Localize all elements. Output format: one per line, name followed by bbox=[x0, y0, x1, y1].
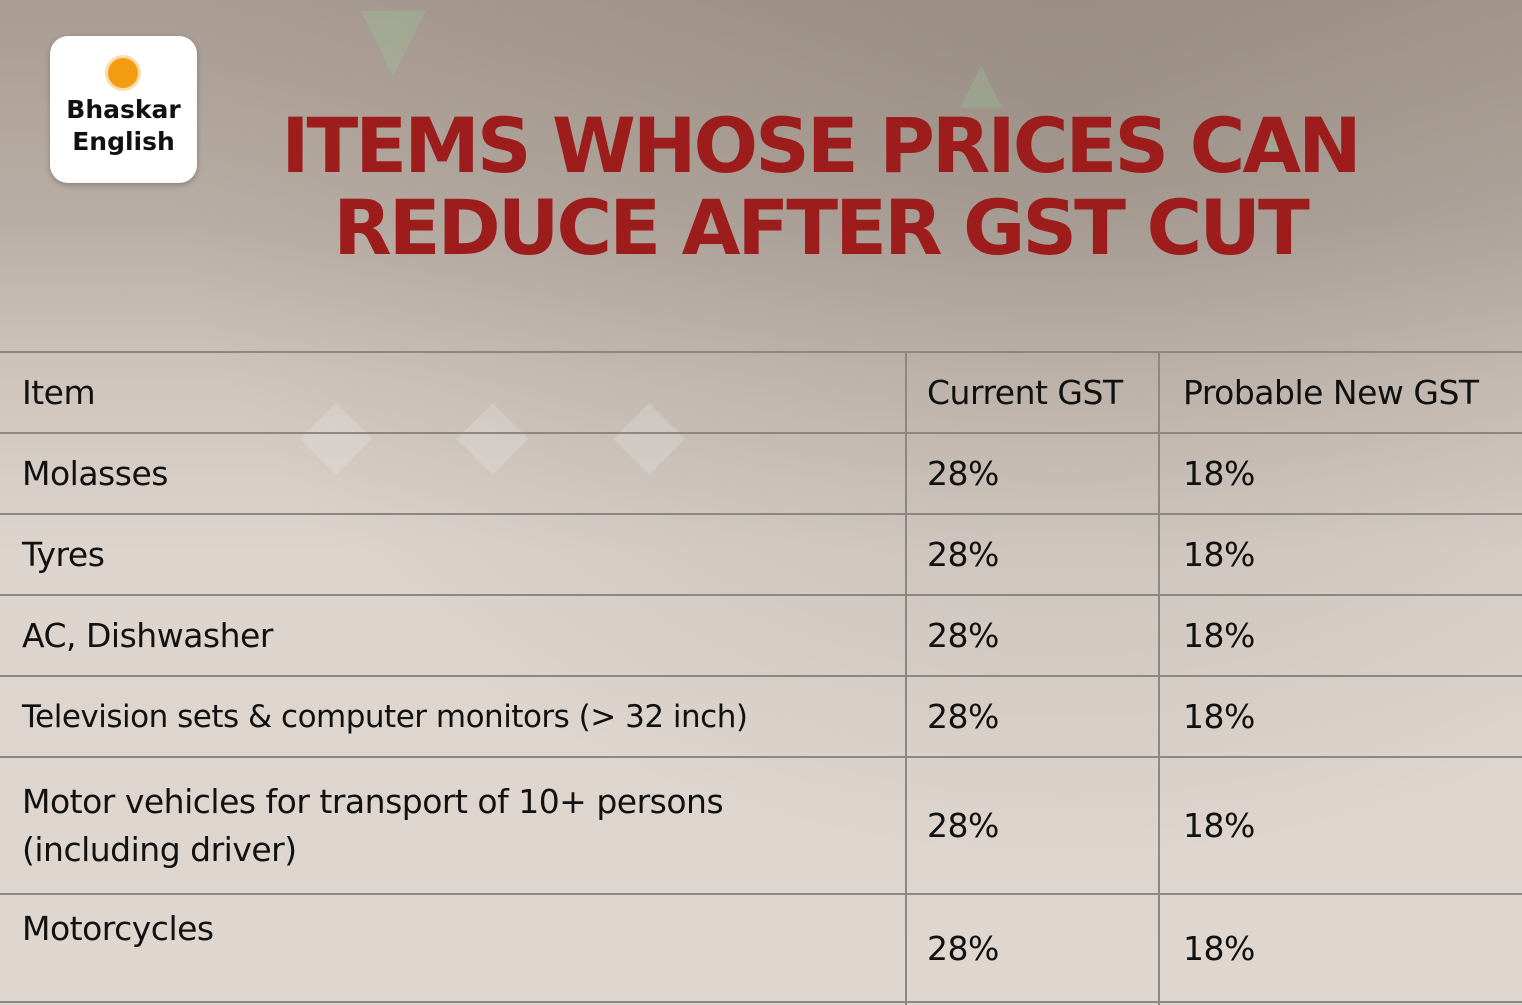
item-line: Motor vehicles for transport of 10+ pers… bbox=[22, 782, 724, 821]
column-divider bbox=[1158, 353, 1160, 1005]
new-gst-cell: 18% bbox=[1183, 806, 1255, 845]
table-header-row: Item Current GST Probable New GST bbox=[0, 353, 1522, 434]
new-gst-cell: 18% bbox=[1183, 454, 1255, 493]
item-cell: Tyres bbox=[22, 535, 105, 574]
gst-table: Item Current GST Probable New GST Molass… bbox=[0, 351, 1522, 1005]
new-gst-cell: 18% bbox=[1183, 928, 1255, 968]
header-item: Item bbox=[22, 373, 96, 412]
current-gst-cell: 28% bbox=[927, 535, 999, 574]
ticker-decoration: ▲ bbox=[960, 40, 1009, 122]
current-gst-cell: 28% bbox=[927, 697, 999, 736]
table-row: AC, Dishwasher 28% 18% bbox=[0, 596, 1522, 677]
brand-name-line2: English bbox=[72, 127, 175, 156]
page-title: ITEMS WHOSE PRICES CAN REDUCE AFTER GST … bbox=[230, 105, 1410, 269]
table-row: Motorcycles 28% 18% bbox=[0, 895, 1522, 1003]
title-line1: ITEMS WHOSE PRICES CAN bbox=[281, 101, 1362, 190]
new-gst-cell: 18% bbox=[1183, 535, 1255, 574]
item-cell: Motor vehicles for transport of 10+ pers… bbox=[22, 758, 902, 893]
header-new-gst: Probable New GST bbox=[1183, 373, 1479, 412]
table-row: Motor vehicles for transport of 10+ pers… bbox=[0, 758, 1522, 895]
new-gst-cell: 18% bbox=[1183, 697, 1255, 736]
current-gst-cell: 28% bbox=[927, 928, 999, 968]
table-row: Tyres 28% 18% bbox=[0, 515, 1522, 596]
item-cell: AC, Dishwasher bbox=[22, 616, 273, 655]
current-gst-cell: 28% bbox=[927, 616, 999, 655]
current-gst-cell: 28% bbox=[927, 806, 999, 845]
brand-logo: Bhaskar English bbox=[50, 36, 197, 183]
item-cell: Television sets & computer monitors (> 3… bbox=[22, 698, 748, 735]
title-line2: REDUCE AFTER GST CUT bbox=[333, 183, 1310, 272]
column-divider bbox=[905, 353, 907, 1005]
table-row: Molasses 28% 18% bbox=[0, 434, 1522, 515]
table-row: Television sets & computer monitors (> 3… bbox=[0, 677, 1522, 758]
header-current-gst: Current GST bbox=[927, 373, 1123, 412]
new-gst-cell: 18% bbox=[1183, 616, 1255, 655]
ticker-decoration: ◆ ◆ ◆ bbox=[300, 360, 692, 499]
ticker-decoration: ▼ bbox=[360, 0, 433, 98]
sun-icon bbox=[108, 58, 138, 88]
item-cell: Motorcycles bbox=[22, 909, 214, 948]
ticker-decoration: ▼ bbox=[1260, 120, 1294, 174]
item-line: (including driver) bbox=[22, 830, 297, 869]
item-cell: Molasses bbox=[22, 454, 168, 493]
current-gst-cell: 28% bbox=[927, 454, 999, 493]
brand-name-line1: Bhaskar bbox=[66, 95, 181, 124]
